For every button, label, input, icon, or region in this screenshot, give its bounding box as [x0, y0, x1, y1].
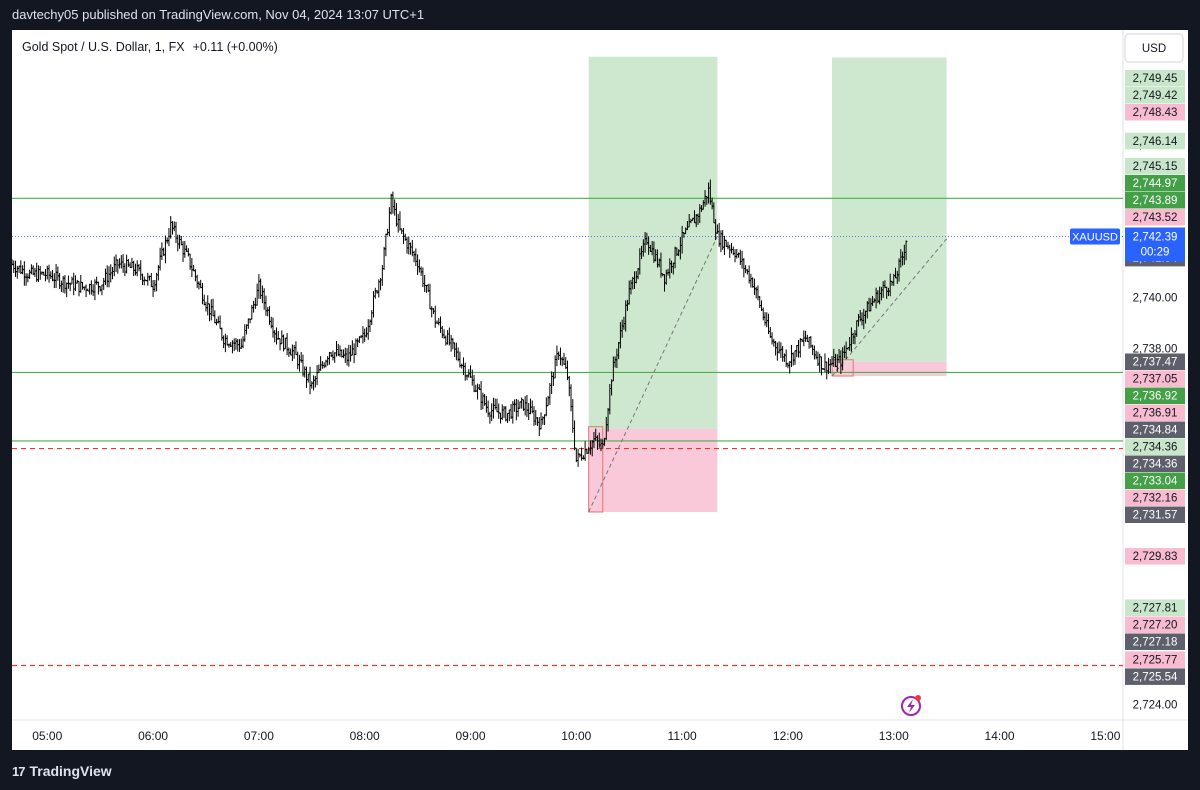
y-tick-label: 2,724.00 — [1133, 700, 1178, 712]
price-label-text: 2,734.84 — [1133, 425, 1178, 437]
price-labels: 2,749.45 2,749.42 2,748.43 2,746.14 2,745.15… — [1070, 70, 1185, 685]
price-label-text: 2,737.47 — [1133, 357, 1178, 369]
price-label-text: 2,736.92 — [1133, 391, 1178, 403]
x-tick-label: 10:00 — [561, 729, 591, 743]
price-label-text: 2,745.15 — [1133, 161, 1178, 173]
price-label-box — [1125, 404, 1185, 422]
price-label-text: 2,725.77 — [1133, 654, 1178, 666]
y-tick-label: 2,740.00 — [1133, 292, 1178, 304]
price-label-box — [1125, 104, 1185, 121]
price-label-text: 2,743.89 — [1133, 195, 1178, 207]
price-label-box — [1125, 472, 1185, 490]
tradingview-brand: TradingView — [29, 763, 112, 779]
price-label-text: 2,727.81 — [1133, 602, 1178, 614]
price-label-text: 2,727.18 — [1133, 636, 1178, 648]
publisher-caption: davtechy05 published on TradingView.com,… — [12, 7, 425, 22]
price-label-box — [1125, 174, 1185, 192]
chart-panel[interactable]: 05:00 06:00 07:00 08:00 09:00 10:00 11:00 12:00… — [10, 30, 1188, 750]
price-label-box — [1125, 489, 1185, 507]
price-label-text: 2,731.57 — [1133, 510, 1178, 522]
price-label-box — [1125, 157, 1185, 175]
price-label-box — [1125, 455, 1185, 473]
price-label-text: 2,749.45 — [1133, 73, 1178, 85]
price-label-box — [1125, 616, 1185, 633]
price-label-text: 2,744.97 — [1133, 178, 1178, 190]
price-label-text: 2,732.16 — [1133, 493, 1178, 505]
price-label-text: 2,729.83 — [1133, 551, 1178, 563]
price-label-text: 2,734.36 — [1133, 442, 1178, 454]
currency-label: USD — [1142, 43, 1166, 55]
price-chart[interactable]: 05:00 06:00 07:00 08:00 09:00 10:00 11:00 12:00… — [10, 30, 1188, 750]
price-label-text: 2,725.54 — [1133, 671, 1178, 683]
target-zone-2 — [832, 57, 947, 362]
price-label-box — [1125, 132, 1185, 150]
price-label-text: 2,733.04 — [1133, 476, 1178, 488]
chart-title: Gold Spot / U.S. Dollar, 1, FX +0.11 (+0.… — [22, 40, 278, 54]
stop-zone-1 — [588, 428, 718, 512]
price-label-text: 2,736.91 — [1133, 408, 1178, 420]
candles — [10, 179, 908, 467]
price-label-box — [1125, 651, 1185, 668]
y-tick-label: 2,738.00 — [1133, 343, 1178, 355]
grid-layer — [12, 30, 1188, 750]
price-label-box — [1125, 70, 1185, 87]
entry-box-1 — [588, 426, 604, 513]
price-label-text: 2,727.20 — [1133, 619, 1178, 631]
price-label-box — [1125, 87, 1185, 104]
x-tick-label: 15:00 — [1090, 729, 1120, 743]
price-label-box — [1125, 387, 1185, 405]
trend-line-2 — [831, 238, 948, 377]
tradingview-logo: 17 — [12, 763, 26, 779]
current-price-box — [1125, 227, 1185, 262]
currency-button[interactable] — [1124, 33, 1184, 63]
price-label-box — [1125, 438, 1185, 456]
price-label-box — [1125, 506, 1185, 524]
price-label-text: 2,737.05 — [1133, 374, 1178, 386]
price-label-text: 2,734.36 — [1133, 459, 1178, 471]
price-label-box — [1125, 668, 1185, 685]
price-label-text: 2,743.52 — [1133, 212, 1178, 224]
price-label-box — [1125, 353, 1185, 371]
price-label-box — [1125, 421, 1185, 439]
x-tick-label: 06:00 — [138, 729, 168, 743]
x-tick-label: 07:00 — [244, 729, 274, 743]
price-label-text: 2,746.14 — [1133, 136, 1178, 148]
price-label-box — [1125, 599, 1185, 616]
alert-icon[interactable] — [901, 695, 921, 716]
current-price-value: 2,742.39 — [1133, 231, 1178, 243]
x-tick-label: 12:00 — [773, 729, 803, 743]
x-tick-label: 05:00 — [32, 729, 62, 743]
current-price-countdown: 00:29 — [1141, 246, 1170, 258]
x-tick-label: 13:00 — [879, 729, 909, 743]
horizontal-lines — [12, 197, 1123, 667]
price-label-box — [1125, 633, 1185, 650]
x-tick-label: 09:00 — [455, 729, 485, 743]
price-label-box — [1125, 370, 1185, 388]
price-label-box — [1125, 191, 1185, 209]
price-label-box — [1125, 208, 1185, 226]
x-tick-label: 11:00 — [668, 729, 697, 743]
tradingview-footer: 17 TradingView — [12, 763, 112, 779]
price-label-box — [1125, 548, 1185, 565]
symbol-tag-box — [1070, 228, 1120, 245]
target-zone-1 — [588, 56, 718, 429]
price-label-text: 2,749.42 — [1133, 90, 1178, 102]
position-zones — [588, 56, 947, 513]
x-tick-label: 08:00 — [350, 729, 380, 743]
trend-line-1 — [588, 236, 718, 513]
stop-zone-2 — [832, 361, 947, 377]
price-label-text: 2,748.43 — [1133, 107, 1178, 119]
x-tick-label: 14:00 — [985, 729, 1015, 743]
symbol-tag: XAUUSD — [1072, 231, 1118, 243]
